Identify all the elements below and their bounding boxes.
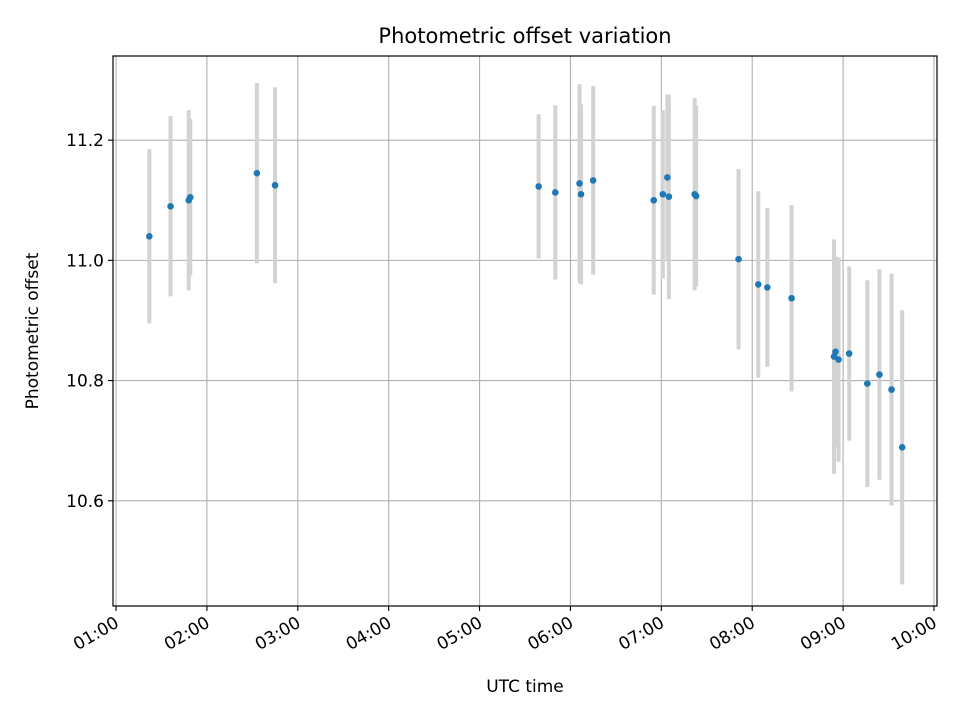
y-axis-ticks: 10.6 10.8 11.0 11.2 xyxy=(66,131,113,512)
data-point xyxy=(271,181,279,189)
y-tick-label: 10.6 xyxy=(66,492,104,512)
data-point xyxy=(665,193,673,200)
data-points xyxy=(146,169,906,451)
data-point xyxy=(577,190,585,198)
data-point xyxy=(754,281,762,288)
data-point xyxy=(664,174,671,181)
data-point xyxy=(253,169,261,177)
data-point xyxy=(146,233,153,240)
data-point xyxy=(835,356,842,363)
data-point xyxy=(788,294,795,302)
grid-lines xyxy=(113,56,937,606)
data-point xyxy=(845,350,853,357)
data-point xyxy=(876,371,883,378)
data-point xyxy=(167,202,174,210)
data-point xyxy=(576,180,583,187)
data-point xyxy=(650,196,658,204)
data-point xyxy=(735,255,742,263)
y-tick-label: 11.0 xyxy=(66,251,104,271)
data-point xyxy=(888,386,895,393)
y-axis-label: Photometric offset xyxy=(23,252,43,409)
plot-frame xyxy=(112,55,938,607)
y-tick-label: 10.8 xyxy=(66,372,104,392)
x-axis-label: UTC time xyxy=(486,677,564,697)
data-point xyxy=(551,189,559,196)
data-point xyxy=(692,192,700,200)
data-point xyxy=(186,193,194,201)
data-point xyxy=(864,380,871,387)
data-point xyxy=(764,284,771,291)
data-point xyxy=(589,177,597,184)
y-tick-label: 11.2 xyxy=(66,131,104,151)
chart-title: Photometric offset variation xyxy=(378,24,671,48)
data-point xyxy=(659,190,667,198)
data-point xyxy=(535,183,542,190)
data-point xyxy=(832,348,839,356)
data-point xyxy=(898,444,906,451)
